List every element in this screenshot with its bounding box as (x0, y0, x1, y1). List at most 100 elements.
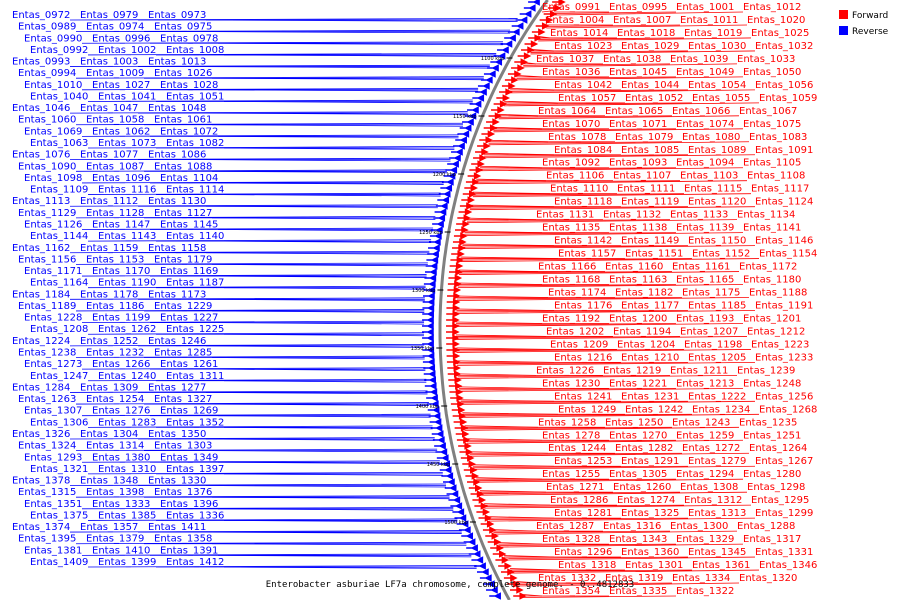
forward-gene-arrow (496, 94, 510, 102)
leader-line (493, 128, 744, 133)
leader-line (211, 217, 436, 220)
gene-label: Entas_1205 (688, 352, 746, 363)
leader-line (69, 204, 438, 207)
reverse-gene-arrow (467, 106, 479, 114)
gene-label: Entas_1360 (621, 547, 679, 558)
gene-label: Entas_1270 (609, 430, 667, 441)
reverse-gene-arrow (450, 502, 463, 510)
forward-gene-arrow (477, 142, 491, 150)
gene-label: Entas_1111 (617, 184, 675, 195)
reverse-gene-arrow (469, 100, 482, 108)
leader-line (504, 556, 756, 561)
forward-gene-arrow (458, 208, 473, 216)
gene-label: Entas_1376 (154, 487, 212, 498)
gene-label: Entas_1124 (755, 197, 813, 208)
gene-label: Entas_1279 (688, 456, 746, 467)
gene-label: Entas_1349 (160, 452, 218, 463)
reverse-gene-arrow (504, 34, 516, 42)
leader-line (75, 495, 450, 498)
gene-label: Entas_1112 (80, 196, 138, 207)
reverse-gene-arrow (422, 340, 434, 348)
gene-label: Entas_1116 (98, 185, 156, 196)
gene-label: Entas_1278 (542, 430, 600, 441)
gene-label: Entas_1332 (538, 573, 596, 584)
gene-label: Entas_1189 (18, 301, 76, 312)
gene-label: Entas_1264 (749, 443, 807, 454)
gene-label: Entas_1268 (759, 404, 817, 415)
leader-line (211, 496, 450, 500)
gene-label: Entas_1238 (18, 348, 76, 359)
forward-gene-arrow (449, 268, 463, 276)
gene-label: Entas_1320 (739, 573, 797, 584)
forward-gene-arrow (475, 148, 489, 156)
gene-label: Entas_1134 (737, 210, 795, 221)
leader-line (456, 297, 750, 301)
forward-gene-arrow (507, 70, 522, 78)
reverse-gene-arrow (423, 364, 436, 372)
gene-label: Entas_1191 (755, 300, 813, 311)
gene-label: Entas_1330 (148, 476, 206, 487)
leader-line (87, 192, 441, 195)
leader-line (223, 426, 433, 430)
tick-label: 1450 kbp (427, 462, 451, 468)
gene-label: Entas_1119 (621, 197, 679, 208)
legend-forward-swatch (839, 10, 848, 19)
leader-line (504, 556, 689, 559)
gene-label: Entas_1326 (12, 429, 70, 440)
leader-line (472, 193, 685, 196)
gene-label: Entas_1013 (148, 57, 206, 68)
leader-line (217, 229, 434, 232)
gene-label: Entas_1309 (80, 382, 138, 393)
gene-label: Entas_1029 (621, 41, 679, 52)
gene-arrows (422, 0, 566, 600)
gene-label: Entas_1242 (625, 404, 683, 415)
leader-line (510, 89, 756, 94)
reverse-gene-arrow (453, 142, 465, 150)
leader-line (523, 63, 671, 66)
gene-label: Entas_1074 (676, 119, 734, 130)
leader-line (217, 42, 503, 46)
gene-label: Entas_1002 (98, 45, 156, 56)
gene-label: Entas_1260 (613, 482, 671, 493)
gene-label: Entas_0978 (160, 33, 218, 44)
gene-label: Entas_1158 (148, 243, 206, 254)
leader-line (466, 439, 677, 443)
reverse-gene-arrow (422, 316, 434, 324)
gene-label: Entas_1061 (154, 115, 212, 126)
gene-label: Entas_1346 (759, 560, 817, 571)
forward-gene-arrow (455, 430, 470, 438)
leader-line (211, 170, 447, 174)
gene-label: Entas_1252 (80, 336, 138, 347)
leader-line (462, 245, 756, 249)
gene-label: Entas_0975 (154, 22, 212, 33)
gene-label: Entas_1188 (749, 288, 807, 299)
gene-label: Entas_1232 (86, 348, 144, 359)
leader-line (538, 37, 752, 42)
leader-line (81, 367, 426, 370)
gene-label: Entas_1145 (160, 219, 218, 230)
gene-label: Entas_1039 (670, 54, 728, 65)
reverse-gene-arrow (427, 250, 439, 258)
gene-label: Entas_1087 (86, 161, 144, 172)
gene-label: Entas_1378 (12, 476, 70, 487)
gene-label: Entas_1028 (160, 80, 218, 91)
gene-label: Entas_1288 (737, 521, 795, 532)
gene-label: Entas_1226 (536, 365, 594, 376)
forward-gene-arrow (454, 424, 469, 432)
forward-gene-arrow (513, 592, 527, 600)
forward-gene-arrow (448, 274, 463, 282)
leader-line (81, 274, 427, 277)
gene-label: Entas_1144 (30, 231, 88, 242)
leader-line (469, 206, 689, 209)
gene-label: Entas_1147 (92, 219, 150, 230)
gene-label: Entas_1317 (743, 534, 801, 545)
leader-line (75, 309, 425, 312)
gene-label: Entas_1285 (154, 348, 212, 359)
reverse-gene-arrow (454, 514, 467, 522)
leader-line (546, 24, 748, 29)
gene-label: Entas_1411 (148, 522, 206, 533)
gene-label: Entas_1313 (688, 508, 746, 519)
leader-line (217, 415, 431, 418)
reverse-gene-arrow (422, 328, 434, 336)
tick-label: 1400 kbp (416, 404, 440, 410)
